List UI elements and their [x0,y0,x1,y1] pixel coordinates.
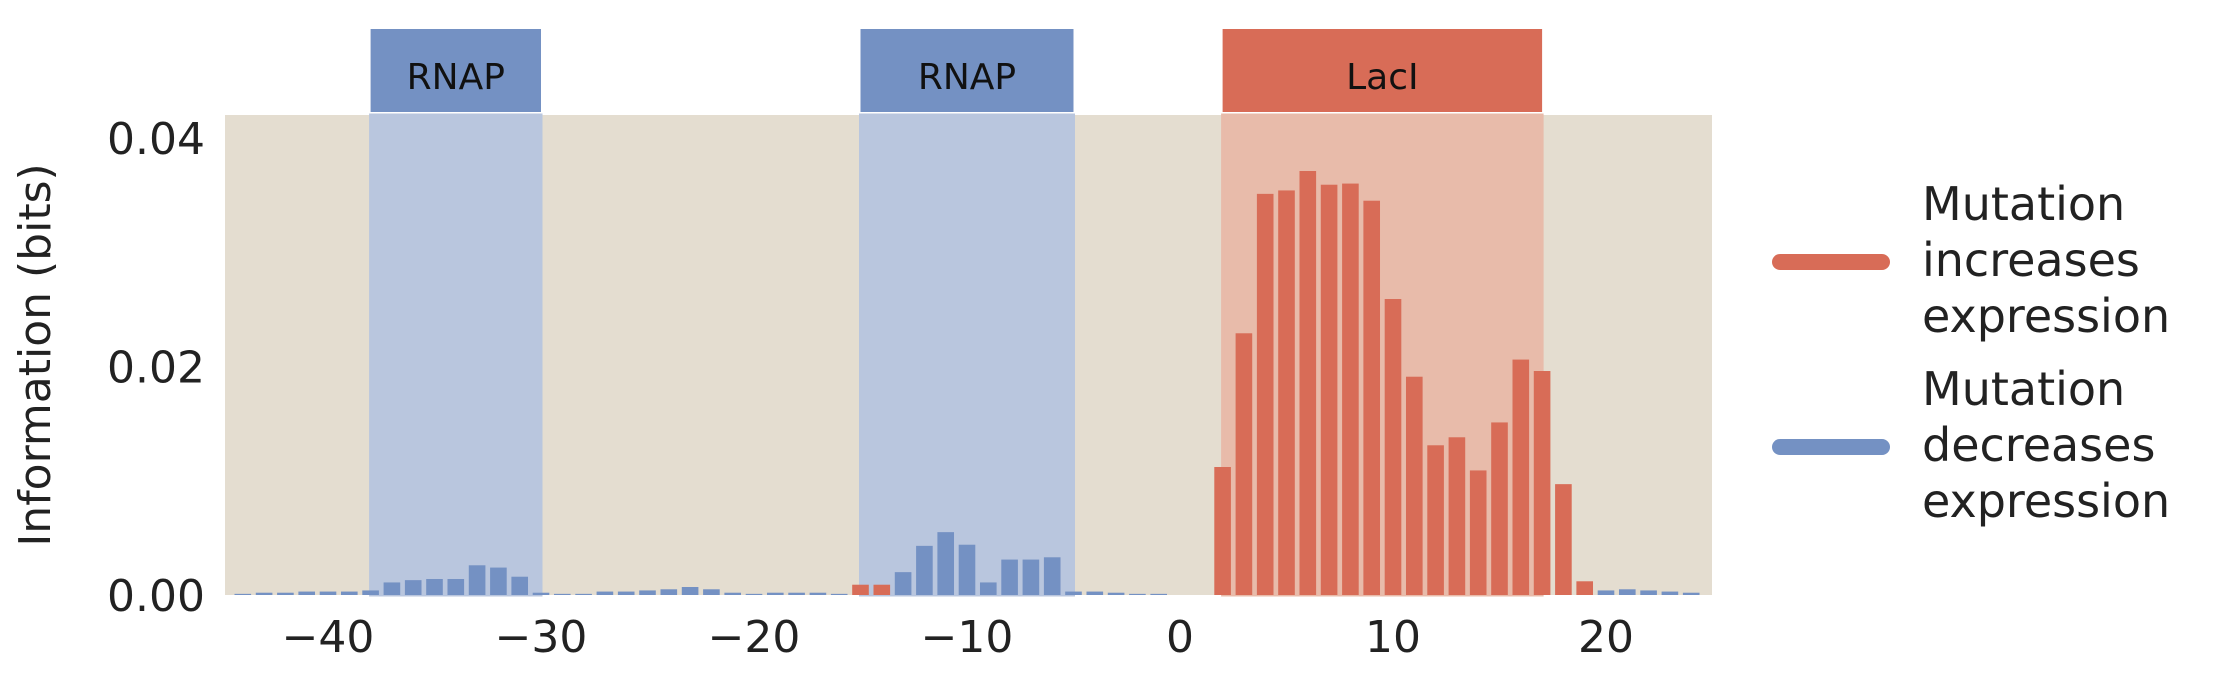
bar [830,593,848,595]
bar [340,591,358,595]
legend-label: expression [1922,289,2170,343]
bar [766,592,784,595]
bar [1576,581,1594,595]
bar [575,593,592,595]
bar [916,545,933,595]
bar [404,580,422,595]
bar [1256,193,1274,595]
bar [681,587,699,595]
bar [1022,559,1040,595]
bar [1342,183,1359,596]
bar [1384,299,1402,595]
bar [383,582,401,595]
bar [894,572,912,595]
bar [1555,484,1572,595]
bar [1214,467,1231,595]
bar [1491,422,1508,595]
bar [553,593,571,595]
bar [809,592,827,595]
bar [319,591,337,595]
x-axis: −40 −30 −20 −10 0 10 20 [282,612,1634,663]
bar [660,589,678,595]
bar [1043,557,1061,595]
bar [788,592,805,595]
bar [724,592,742,595]
region-header-box [860,29,1074,112]
bar [979,582,997,595]
bar [1065,591,1082,595]
bar [1597,590,1615,595]
legend-label: expression [1922,474,2170,528]
bar [1150,593,1168,595]
bar [490,567,507,595]
bar [362,590,379,595]
bar [447,579,465,595]
bar [596,591,614,595]
bar [1640,590,1657,595]
x-tick-label: 0 [1166,612,1194,663]
bar [468,565,486,595]
bar [1129,593,1146,595]
legend-label: increases [1922,233,2140,287]
bar [255,592,273,595]
bar [1427,445,1444,595]
legend-label: decreases [1922,418,2155,472]
bar [1235,333,1253,595]
x-tick-label: −30 [495,612,588,663]
region-header-label: LacI [1346,57,1419,98]
bars-layer [234,171,1700,596]
bar [277,592,294,595]
legend-label: Mutation [1922,362,2125,416]
bar [1363,200,1381,595]
bar [1533,371,1551,595]
bar [1661,591,1679,595]
bar [1278,190,1295,595]
y-tick-label: 0.04 [107,114,205,165]
x-tick-label: −20 [708,612,801,663]
bar [298,591,316,595]
region-band [859,113,1075,597]
bar [617,591,635,595]
bar [1618,589,1636,595]
bar [1320,184,1338,595]
y-axis-label: Information (bits) [10,163,61,546]
region-band [1221,113,1544,597]
bar [745,593,763,595]
region-header-box [1222,29,1543,112]
x-tick-label: 10 [1365,612,1421,663]
region-header-box [370,29,541,112]
bar [1107,592,1125,595]
bar [1682,592,1700,595]
x-tick-label: −10 [921,612,1014,663]
bar [639,590,656,595]
region-header-label: RNAP [407,57,505,98]
bar [1001,559,1018,595]
legend: MutationincreasesexpressionMutationdecre… [1772,177,2170,528]
bar [511,576,529,595]
bar [1448,437,1466,595]
bar [1405,376,1423,595]
legend-label: Mutation [1922,177,2125,231]
bar [1299,171,1317,595]
bar [1512,359,1530,595]
bar [937,532,955,595]
bar [703,589,720,595]
y-tick-label: 0.00 [107,571,205,622]
x-tick-label: −40 [282,612,375,663]
bar [852,584,869,595]
region-header-label: RNAP [918,57,1016,98]
bar [873,584,891,595]
bar [1086,591,1104,595]
bar [426,579,443,595]
bar [234,593,252,595]
bar [1469,470,1487,595]
x-tick-label: 20 [1578,612,1634,663]
bar [532,592,550,595]
region-band [369,113,543,597]
y-axis: 0.00 0.02 0.04 [107,114,205,622]
region-layer: RNAP RNAP LacI [369,29,1544,597]
bar [958,544,976,595]
y-tick-label: 0.02 [107,342,205,393]
